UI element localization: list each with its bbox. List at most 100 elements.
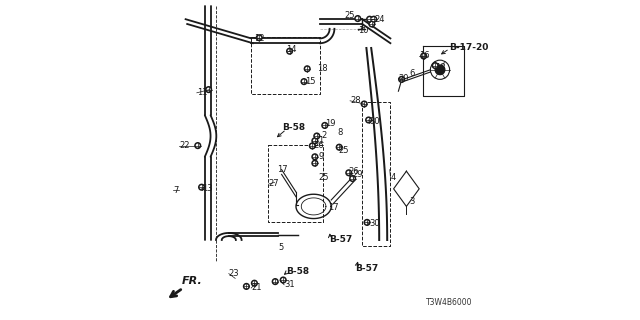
Circle shape <box>195 143 201 148</box>
Circle shape <box>399 76 404 82</box>
Circle shape <box>348 172 350 174</box>
Circle shape <box>312 154 317 160</box>
Circle shape <box>351 177 354 180</box>
Text: 26: 26 <box>349 167 360 176</box>
Text: 30: 30 <box>369 220 380 228</box>
Circle shape <box>367 16 372 22</box>
Text: 13: 13 <box>202 184 212 193</box>
Circle shape <box>349 176 356 181</box>
Text: 6: 6 <box>410 69 415 78</box>
Circle shape <box>312 138 317 144</box>
Circle shape <box>364 220 370 225</box>
Circle shape <box>288 50 291 52</box>
Circle shape <box>207 88 210 91</box>
Text: 3: 3 <box>410 197 415 206</box>
Text: B-58: B-58 <box>287 268 310 276</box>
Circle shape <box>421 53 427 59</box>
Circle shape <box>306 68 308 70</box>
Circle shape <box>337 144 342 150</box>
Circle shape <box>363 103 365 105</box>
Circle shape <box>274 280 276 283</box>
Text: 18: 18 <box>317 64 328 73</box>
Text: 30: 30 <box>369 117 380 126</box>
Text: B-57: B-57 <box>355 264 378 273</box>
Text: 12: 12 <box>254 34 265 43</box>
Circle shape <box>422 55 425 57</box>
Text: 14: 14 <box>287 45 297 54</box>
Circle shape <box>287 48 292 54</box>
Circle shape <box>258 36 260 39</box>
Circle shape <box>361 101 367 107</box>
Text: 17: 17 <box>328 204 339 212</box>
Circle shape <box>434 64 436 67</box>
Text: 31: 31 <box>284 280 295 289</box>
Text: 23: 23 <box>229 269 239 278</box>
Circle shape <box>273 279 278 284</box>
Circle shape <box>243 284 250 289</box>
Text: 4: 4 <box>390 173 396 182</box>
Text: 25: 25 <box>344 12 355 20</box>
Circle shape <box>355 16 361 21</box>
Circle shape <box>305 66 310 72</box>
Circle shape <box>323 124 326 127</box>
Text: 10: 10 <box>358 26 369 35</box>
Circle shape <box>316 135 318 137</box>
Text: 29: 29 <box>352 170 362 179</box>
Text: 21: 21 <box>251 284 262 292</box>
Text: B-58: B-58 <box>283 124 306 132</box>
Circle shape <box>346 170 352 176</box>
Text: 17: 17 <box>277 165 287 174</box>
Circle shape <box>369 21 375 27</box>
Circle shape <box>365 221 369 224</box>
Circle shape <box>356 17 359 20</box>
Circle shape <box>282 279 285 281</box>
Text: 25: 25 <box>338 146 348 155</box>
Text: 8: 8 <box>338 128 343 137</box>
Text: 27: 27 <box>269 180 280 188</box>
Text: 26: 26 <box>314 141 324 150</box>
Text: 7: 7 <box>173 186 178 195</box>
Circle shape <box>366 117 371 123</box>
Text: 24: 24 <box>374 15 385 24</box>
Circle shape <box>338 146 340 148</box>
Circle shape <box>314 156 316 158</box>
Circle shape <box>253 282 256 284</box>
Circle shape <box>400 78 403 81</box>
Text: B-17-20: B-17-20 <box>450 43 489 52</box>
Text: 16: 16 <box>419 52 430 60</box>
Circle shape <box>245 285 248 288</box>
Text: 25: 25 <box>319 173 329 182</box>
Circle shape <box>311 145 314 147</box>
Circle shape <box>368 18 371 20</box>
Circle shape <box>314 162 316 164</box>
Circle shape <box>312 160 317 166</box>
Text: 18: 18 <box>435 63 446 72</box>
Text: 9: 9 <box>319 152 324 161</box>
Circle shape <box>322 123 328 128</box>
Circle shape <box>200 186 203 188</box>
Text: 1: 1 <box>318 136 323 145</box>
Circle shape <box>433 63 438 68</box>
Circle shape <box>301 79 307 84</box>
Circle shape <box>252 280 257 286</box>
Circle shape <box>367 119 370 121</box>
Text: 28: 28 <box>350 96 361 105</box>
Text: 2: 2 <box>321 131 326 140</box>
Text: T3W4B6000: T3W4B6000 <box>426 298 472 307</box>
Circle shape <box>303 80 305 83</box>
Circle shape <box>196 144 199 147</box>
Text: 20: 20 <box>398 74 409 83</box>
Text: 22: 22 <box>179 141 189 150</box>
Circle shape <box>206 87 211 92</box>
Circle shape <box>198 184 205 190</box>
Circle shape <box>314 140 316 142</box>
Circle shape <box>371 23 373 25</box>
Text: 5: 5 <box>278 244 284 252</box>
Text: FR.: FR. <box>182 276 202 286</box>
Text: 15: 15 <box>305 77 315 86</box>
Text: 19: 19 <box>325 119 335 128</box>
Circle shape <box>371 16 376 22</box>
Circle shape <box>372 18 375 20</box>
Circle shape <box>280 277 286 283</box>
Circle shape <box>256 35 262 41</box>
